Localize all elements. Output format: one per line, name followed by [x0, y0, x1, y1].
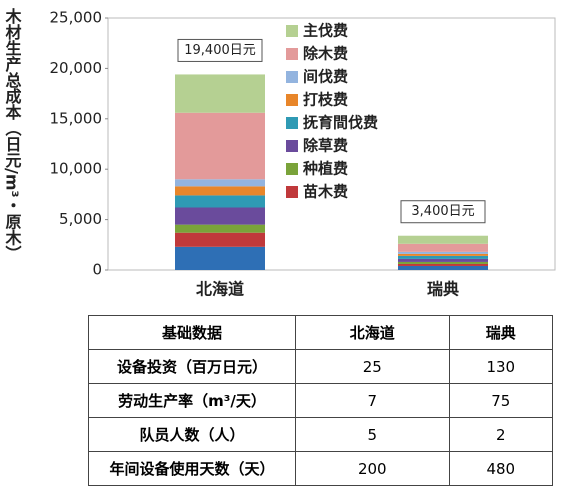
table-row: 队员人数（人） 5 2 [88, 417, 554, 452]
table-cell: 200 [295, 451, 450, 486]
table-cell: 设备投资（百万日元） [88, 349, 296, 384]
table-cell: 7 [295, 383, 450, 418]
bar-segment [175, 224, 265, 233]
legend-label: 苗木费 [303, 183, 348, 201]
legend-swatch [286, 25, 298, 37]
bar-segment [175, 112, 265, 180]
total-label-box [400, 200, 486, 224]
legend-swatch [286, 140, 298, 152]
bar-segment [175, 195, 265, 208]
y-tick-label: 25,000 [50, 9, 103, 27]
table-cell: 劳动生产率（m³/天） [88, 383, 296, 418]
legend-label: 主伐费 [303, 22, 348, 40]
total-label: 3,400日元 [411, 204, 474, 219]
x-tick-label: 北海道 [196, 280, 244, 299]
data-table: 基础数据 北海道 瑞典 设备投资（百万日元） 25 130 劳动生产率（m³/天） 7 75 队员… [88, 315, 554, 486]
bar-segment [398, 261, 488, 264]
legend-swatch [286, 94, 298, 106]
bar-segment [398, 265, 488, 270]
legend-label: 抚育間伐费 [303, 114, 378, 132]
legend-swatch [286, 117, 298, 129]
bar-segment [398, 255, 488, 259]
table-cell: 瑞典 [448, 315, 554, 350]
table-cell: 年间设备使用天数（天） [88, 451, 296, 486]
table-cell: 75 [448, 383, 554, 418]
bar-segment [175, 246, 265, 270]
y-tick-label: 20,000 [50, 59, 103, 77]
table-cell: 队员人数（人） [88, 417, 296, 452]
table-cell: 25 [295, 349, 450, 384]
legend-swatch [286, 186, 298, 198]
legend-swatch [286, 71, 298, 83]
table-cell: 基础数据 [88, 315, 296, 350]
legend-label: 除木费 [303, 45, 348, 63]
bar-segment [398, 243, 488, 252]
bar-segment [175, 232, 265, 247]
legend-label: 间伐费 [303, 68, 348, 86]
legend-swatch [286, 48, 298, 60]
legend-label: 除草费 [303, 137, 348, 155]
chart: 木材生产总成本（日元/m³・原木） 0 5,000 10,000 15,000 20,0… [3, 7, 556, 299]
plot-frame [107, 17, 556, 271]
table-cell: 2 [448, 417, 554, 452]
table-row: 劳动生产率（m³/天） 7 75 [88, 383, 554, 418]
table-row: 基础数据 北海道 瑞典 [88, 315, 554, 350]
table-cell: 5 [295, 417, 450, 452]
legend-swatch [286, 163, 298, 175]
total-label-box [177, 38, 263, 62]
legend-label: 打枝费 [303, 91, 348, 109]
y-tick-label: 0 [92, 261, 102, 279]
y-axis-label: 木材生产总成本（日元/m³・原木） [3, 7, 23, 261]
y-tick-label: 5,000 [59, 210, 102, 228]
table-row: 年间设备使用天数（天） 200 480 [88, 451, 554, 486]
bar-segment [175, 186, 265, 196]
bar-segment [398, 235, 488, 244]
bar-segment [398, 258, 488, 262]
y-tick-label: 10,000 [50, 160, 103, 178]
x-tick-label: 瑞典 [427, 280, 459, 299]
total-label: 19,400日元 [184, 43, 256, 58]
table-cell: 北海道 [295, 315, 450, 350]
y-tick-label: 15,000 [50, 109, 103, 127]
table-row: 设备投资（百万日元） 25 130 [88, 349, 554, 384]
table-cell: 480 [448, 451, 554, 486]
bar-segment [175, 179, 265, 187]
bar-segment [398, 263, 488, 266]
bar-segment [175, 74, 265, 113]
bar-segment [175, 207, 265, 225]
bar-segment [398, 253, 488, 256]
bar-segment [398, 251, 488, 254]
table-cell: 130 [448, 349, 554, 384]
legend-label: 种植费 [302, 160, 348, 178]
